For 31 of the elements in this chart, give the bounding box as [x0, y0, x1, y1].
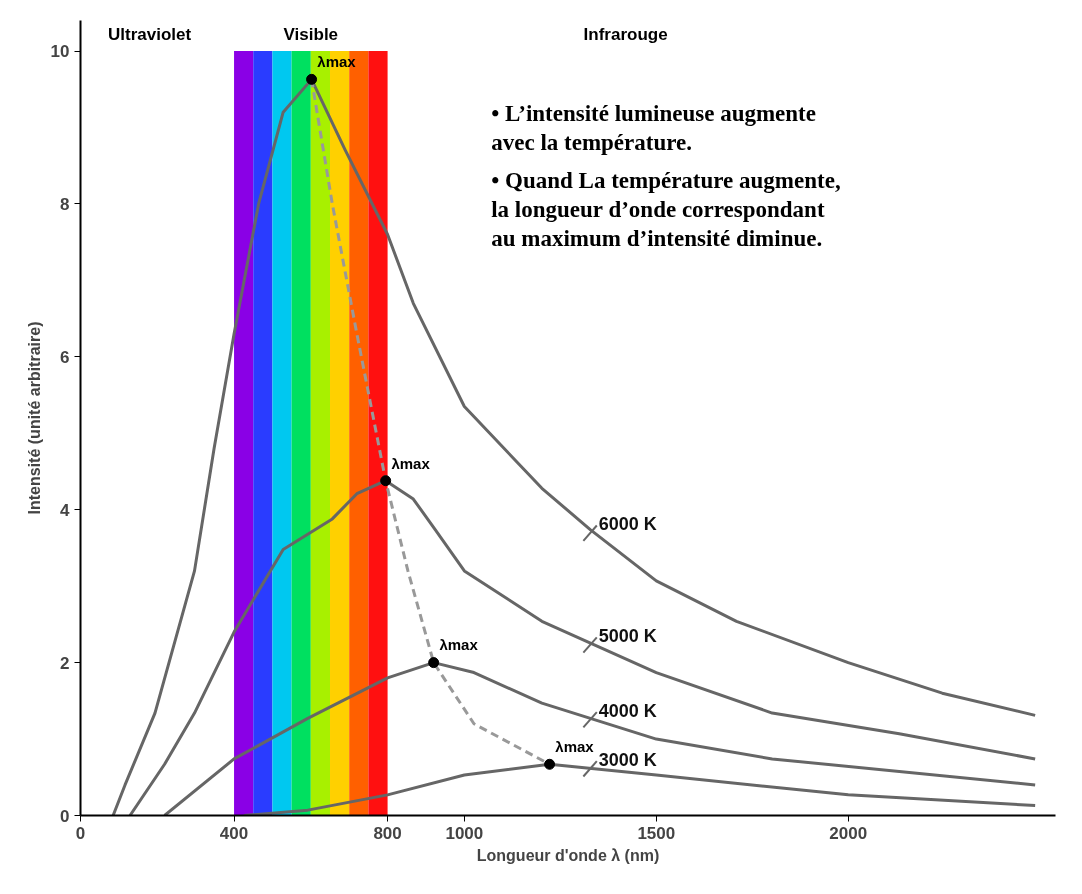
- y-tick-label: 6: [60, 347, 70, 367]
- x-tick-label: 1000: [445, 823, 484, 843]
- annotation: Infrarouge: [583, 24, 668, 44]
- point: [544, 758, 556, 770]
- x-axis-title: Longueur d'onde λ (nm): [476, 846, 660, 864]
- x-tick-label: 1500: [637, 823, 676, 843]
- x-tick-label: 0: [75, 823, 86, 843]
- legend-label: 6000 K: [598, 514, 657, 535]
- annotation: Ultraviolet: [108, 24, 192, 44]
- y-tick-label: 0: [60, 806, 70, 826]
- annotation: λmax: [317, 53, 357, 71]
- legend-label: 5000 K: [598, 625, 657, 646]
- legend-label: 3000 K: [598, 749, 657, 770]
- y-tick-label: 4: [60, 500, 71, 520]
- point: [380, 475, 392, 487]
- annotation: λmax: [439, 636, 479, 654]
- annotation: • L’intensité lumineuse augmente avec la température.: [491, 100, 816, 155]
- annotation: Visible: [283, 24, 339, 44]
- point: [306, 73, 318, 85]
- legend-label: 4000 K: [598, 700, 657, 721]
- y-tick-label: 2: [60, 653, 70, 673]
- annotation: λmax: [555, 738, 595, 756]
- annotation: • Quand La température augmente, la longueur d’onde correspondant au maximum d’intensité diminue.: [491, 168, 841, 251]
- x-tick-label: 2000: [829, 823, 868, 843]
- y-tick-label: 10: [50, 42, 70, 62]
- y-tick-label: 8: [60, 194, 70, 214]
- x-tick-label: 800: [373, 823, 402, 843]
- point: [428, 657, 440, 669]
- x-tick-label: 400: [219, 823, 249, 843]
- y-axis-title: Intensité (unité arbitraire): [25, 321, 43, 515]
- annotation: λmax: [391, 454, 431, 472]
